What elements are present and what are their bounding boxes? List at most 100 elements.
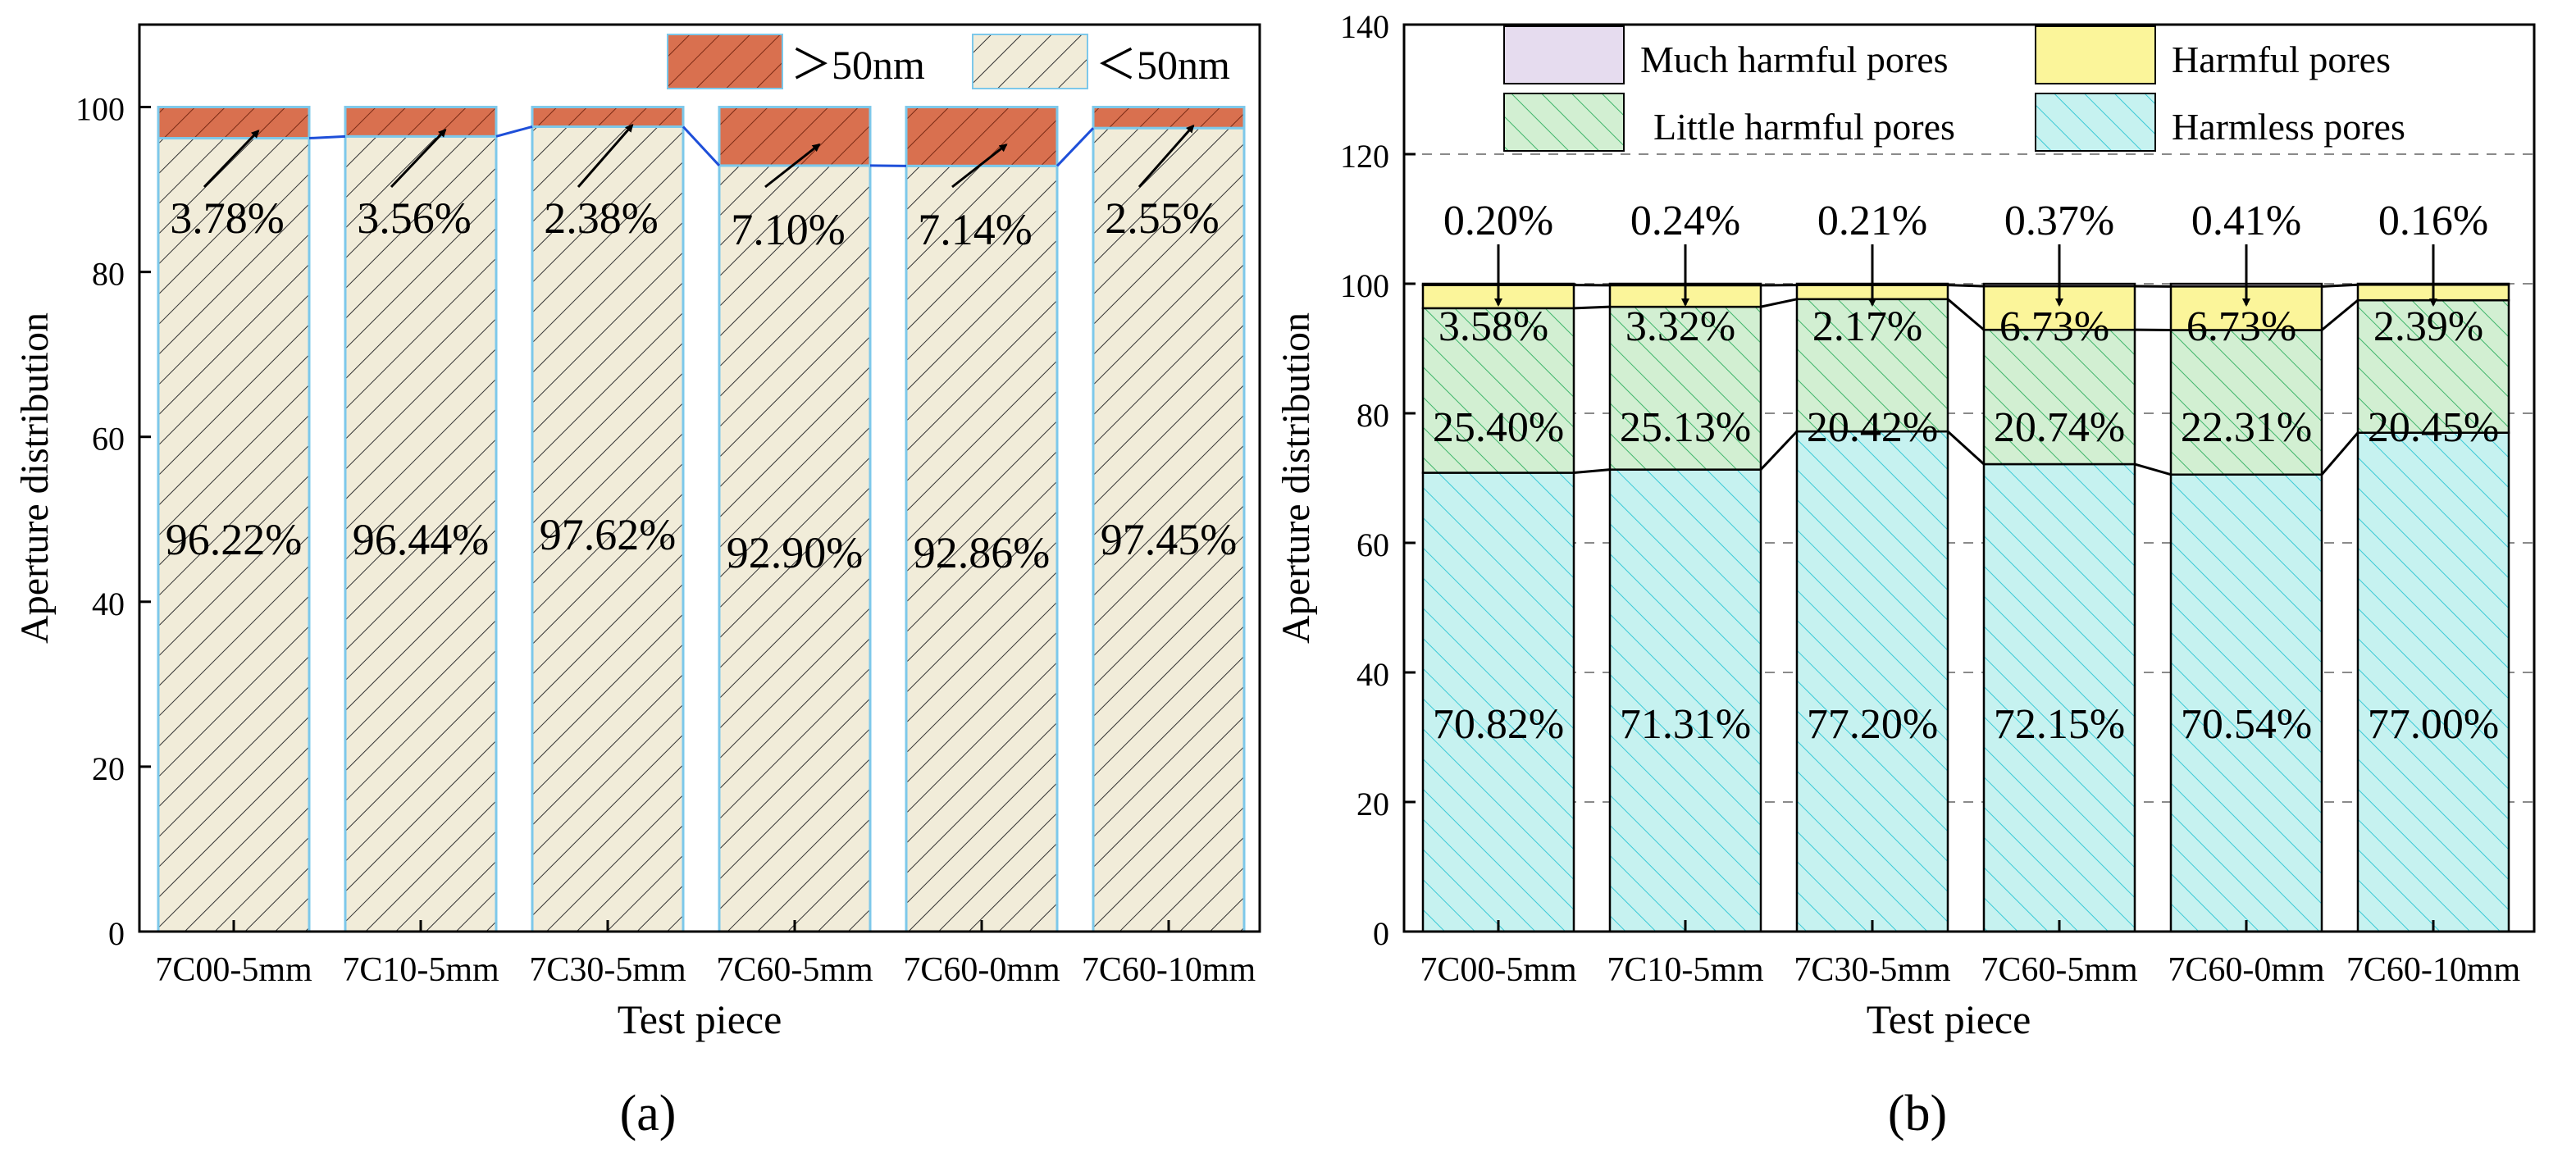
legend-swatch-much-harmful (1503, 25, 1625, 84)
y-tick-label: 80 (92, 256, 125, 293)
data-label: 92.90% (727, 528, 863, 577)
data-label: 20.45% (2368, 404, 2499, 451)
bar-segment (1982, 328, 2136, 466)
panel-b: 70.82%25.40%3.58%0.20%71.31%25.13%3.32%0… (1274, 8, 2536, 1141)
connector-line (1947, 284, 1985, 288)
panel-b-panel-label: (b) (1888, 1086, 1947, 1141)
annotation-arrow (764, 144, 821, 189)
data-label: 3.32% (1625, 303, 1735, 350)
bar-segment (344, 134, 498, 933)
x-tick-label: 7C10-5mm (1607, 951, 1764, 989)
y-tick-label: 40 (92, 586, 125, 622)
bar-segment (1982, 462, 2136, 933)
data-label: 20.74% (1994, 404, 2125, 451)
panel-a-data-labels: 96.22% 3.78% 96.44% 3.56% 97.62% 2.38% 92.90% 7… (166, 124, 1237, 577)
data-label: 92.86% (914, 528, 1050, 577)
bar-segment (344, 106, 498, 138)
data-label: 70.54% (2181, 701, 2312, 748)
data-label: 6.73% (2186, 303, 2296, 350)
connector-line (2321, 283, 2359, 288)
panel-b-connectors (1573, 283, 2359, 476)
annotation-arrow (390, 128, 447, 189)
panel-a-plot-frame (138, 23, 1261, 933)
data-label: 96.22% (166, 515, 302, 564)
data-label: 71.31% (1620, 701, 1751, 748)
annotation-arrow (577, 124, 634, 188)
y-tick-label: 100 (75, 91, 125, 128)
y-tick-label: 80 (1356, 397, 1389, 434)
panel-a-xlabel: Test piece (618, 996, 782, 1042)
bar-segment (1795, 298, 1949, 433)
data-label: 2.55% (1105, 194, 1219, 243)
x-tick-label: 7C60-5mm (1981, 951, 2138, 989)
bar-segment (718, 164, 872, 933)
x-tick-label: 7C60-5mm (716, 951, 873, 989)
legend-label-much-harmful: Much harmful pores (1640, 39, 1949, 80)
panel-a-legend: ＞50nm ＜50nm (667, 34, 1230, 89)
data-label: 2.39% (2373, 303, 2483, 350)
panel-b-bars (1421, 282, 2510, 933)
data-label: 7.10% (731, 205, 845, 254)
bar-segment (905, 164, 1059, 933)
data-label: 22.31% (2181, 404, 2312, 451)
y-tick-label: 60 (1356, 526, 1389, 563)
y-tick-label: 0 (1373, 915, 1389, 952)
bar-segment (1795, 430, 1949, 933)
panel-b-ylabel: Aperture distribution (1274, 312, 1318, 644)
bar-segment (718, 106, 872, 167)
data-label: 3.56% (357, 194, 471, 243)
y-tick-label: 0 (108, 915, 125, 952)
data-label: 0.21% (1817, 198, 1927, 244)
legend-swatch-little-harmful (1503, 93, 1625, 152)
connector-line (1573, 468, 1611, 475)
bar-segment (157, 137, 311, 933)
y-tick-label: 100 (1340, 267, 1389, 304)
panel-b-gridlines (1404, 153, 2534, 803)
connector-line (1947, 298, 1985, 331)
connector-line (682, 125, 721, 166)
legend-swatch-harmless (2035, 93, 2156, 152)
data-label: 77.00% (2368, 701, 2499, 748)
data-label: 70.82% (1433, 701, 1564, 748)
x-tick-label: 7C00-5mm (155, 951, 312, 989)
x-tick-label: 7C60-0mm (903, 951, 1060, 989)
panel-a-bars (157, 106, 1246, 933)
panel-a-panel-label: (a) (620, 1086, 677, 1141)
legend-label-harmful: Harmful pores (2172, 39, 2391, 80)
bar-segment (157, 106, 311, 140)
data-label: 0.16% (2378, 198, 2488, 244)
legend-label-gt50: ＞50nm (791, 42, 925, 88)
connector-line (2134, 462, 2172, 476)
data-label: 6.73% (1999, 303, 2109, 350)
bar-segment (2356, 298, 2510, 434)
connector-line (1759, 431, 1799, 471)
x-tick-label: 7C60-10mm (2346, 951, 2521, 989)
x-tick-label: 7C60-0mm (2168, 951, 2325, 989)
data-label: 3.58% (1438, 303, 1548, 350)
data-label: 0.37% (2004, 198, 2114, 244)
panel-b-legend: Much harmful pores Harmful pores Little … (1503, 25, 2405, 152)
annotation-arrow (1138, 124, 1195, 188)
legend-label-harmless: Harmless pores (2172, 106, 2405, 148)
data-label: 77.20% (1807, 701, 1938, 748)
data-label: 2.17% (1812, 303, 1922, 350)
panel-a-ylabel: Aperture distribution (13, 312, 57, 644)
data-label: 20.42% (1807, 404, 1938, 451)
legend-swatch-gt50 (667, 34, 783, 89)
bar-segment (531, 106, 685, 128)
connector-line (1055, 127, 1095, 167)
connector-line (495, 125, 533, 138)
annotation-arrow (951, 144, 1008, 189)
data-label: 0.41% (2191, 198, 2301, 244)
data-label: 96.44% (353, 515, 489, 564)
panel-b-plot-frame (1402, 23, 2536, 933)
data-label: 0.24% (1630, 198, 1740, 244)
legend-label-lt50: ＜50nm (1096, 42, 1230, 88)
connector-line (1760, 298, 1798, 308)
x-tick-label: 7C60-10mm (1082, 951, 1256, 989)
data-label: 72.15% (1994, 701, 2125, 748)
bar-segment (905, 106, 1059, 167)
data-label: 97.45% (1101, 515, 1237, 564)
connector-line (308, 134, 346, 140)
